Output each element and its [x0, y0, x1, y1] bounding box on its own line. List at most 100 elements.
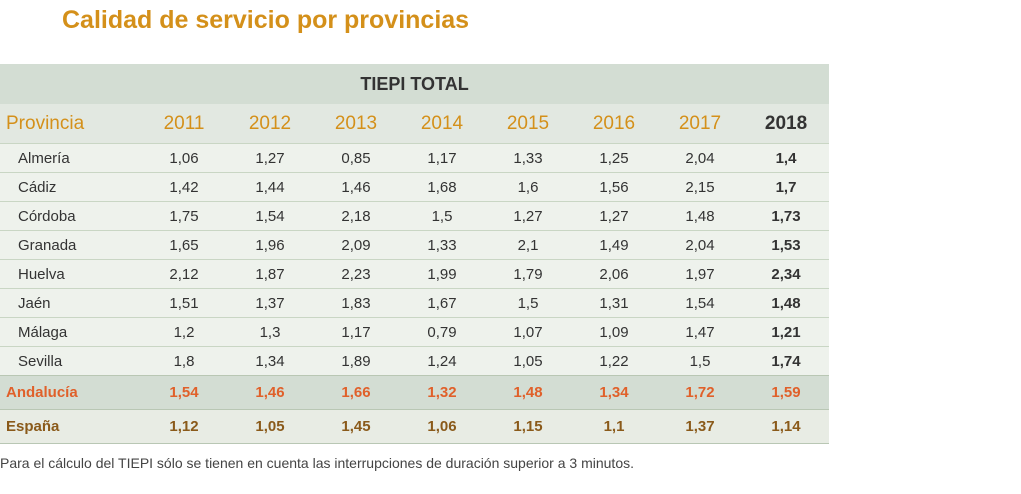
cell: 1,51 — [141, 288, 227, 318]
cell: 1,87 — [227, 259, 313, 289]
cell: 1,2 — [141, 317, 227, 347]
province-name: Cádiz — [0, 172, 141, 202]
province-name: Granada — [0, 230, 141, 260]
cell: 1,56 — [571, 172, 657, 202]
total-row: España 1,12 1,05 1,45 1,06 1,15 1,1 1,37 1,14 — [0, 409, 830, 444]
cell: 2,1 — [485, 230, 571, 260]
total-cell: 1,66 — [313, 375, 399, 410]
total-cell: 1,45 — [313, 409, 399, 444]
province-name: Huelva — [0, 259, 141, 289]
cell: 1,09 — [571, 317, 657, 347]
province-name: Almería — [0, 143, 141, 173]
column-header: Provincia — [0, 104, 141, 144]
cell: 1,17 — [313, 317, 399, 347]
cell: 1,99 — [399, 259, 485, 289]
total-cell: 1,32 — [399, 375, 485, 410]
column-header: 2013 — [313, 104, 399, 144]
total-cell: 1,59 — [743, 375, 830, 410]
cell: 1,06 — [141, 143, 227, 173]
cell: 1,48 — [743, 288, 830, 318]
cell: 1,24 — [399, 346, 485, 376]
table-row: Málaga 1,2 1,3 1,17 0,79 1,07 1,09 1,47 1,21 — [0, 317, 830, 347]
cell: 1,65 — [141, 230, 227, 260]
column-header: 2015 — [485, 104, 571, 144]
cell: 1,79 — [485, 259, 571, 289]
cell: 1,42 — [141, 172, 227, 202]
cell: 1,25 — [571, 143, 657, 173]
header-row: Provincia 2011 2012 2013 2014 2015 2016 2017 201… — [0, 104, 830, 144]
total-cell: 1,1 — [571, 409, 657, 444]
cell: 1,54 — [227, 201, 313, 231]
column-header: 2011 — [141, 104, 227, 144]
cell: 1,5 — [399, 201, 485, 231]
cell: 1,75 — [141, 201, 227, 231]
cell: 1,89 — [313, 346, 399, 376]
total-cell: 1,46 — [227, 375, 313, 410]
cell: 2,04 — [657, 230, 743, 260]
table-row: Huelva 2,12 1,87 2,23 1,99 1,79 2,06 1,97 2,34 — [0, 259, 830, 289]
column-header: 2014 — [399, 104, 485, 144]
cell: 1,6 — [485, 172, 571, 202]
cell: 1,07 — [485, 317, 571, 347]
cell: 1,97 — [657, 259, 743, 289]
data-table: TIEPI TOTAL Provincia 2011 2012 2013 2014 201… — [0, 64, 830, 444]
cell: 1,5 — [657, 346, 743, 376]
cell: 1,73 — [743, 201, 830, 231]
table-row: Jaén 1,51 1,37 1,83 1,67 1,5 1,31 1,54 1,48 — [0, 288, 830, 318]
province-name: Jaén — [0, 288, 141, 318]
cell: 1,21 — [743, 317, 830, 347]
group-header: TIEPI TOTAL — [0, 64, 830, 104]
group-header-row: TIEPI TOTAL — [0, 64, 830, 104]
title: Calidad de servicio por provincias — [62, 6, 470, 34]
column-header: 2012 — [227, 104, 313, 144]
cell: 2,09 — [313, 230, 399, 260]
cell: 1,46 — [313, 172, 399, 202]
total-cell: 1,05 — [227, 409, 313, 444]
cell: 1,44 — [227, 172, 313, 202]
total-row: Andalucía 1,54 1,46 1,66 1,32 1,48 1,34 1,72 1,5… — [0, 375, 830, 410]
cell: 1,17 — [399, 143, 485, 173]
province-name: Málaga — [0, 317, 141, 347]
cell: 1,31 — [571, 288, 657, 318]
cell: 1,53 — [743, 230, 830, 260]
cell: 1,54 — [657, 288, 743, 318]
total-name: Andalucía — [0, 375, 141, 410]
cell: 1,67 — [399, 288, 485, 318]
cell: 1,05 — [485, 346, 571, 376]
cell: 1,7 — [743, 172, 830, 202]
table-row: Córdoba 1,75 1,54 2,18 1,5 1,27 1,27 1,48 1,73 — [0, 201, 830, 231]
cell: 2,04 — [657, 143, 743, 173]
cell: 1,27 — [227, 143, 313, 173]
total-name: España — [0, 409, 141, 444]
cell: 1,4 — [743, 143, 830, 173]
cell: 1,22 — [571, 346, 657, 376]
table-row: Sevilla 1,8 1,34 1,89 1,24 1,05 1,22 1,5 1,74 — [0, 346, 830, 376]
cell: 2,23 — [313, 259, 399, 289]
cell: 2,06 — [571, 259, 657, 289]
cell: 1,37 — [227, 288, 313, 318]
total-cell: 1,06 — [399, 409, 485, 444]
cell: 1,68 — [399, 172, 485, 202]
total-cell: 1,34 — [571, 375, 657, 410]
total-cell: 1,72 — [657, 375, 743, 410]
cell: 1,8 — [141, 346, 227, 376]
province-name: Sevilla — [0, 346, 141, 376]
total-cell: 1,15 — [485, 409, 571, 444]
total-cell: 1,12 — [141, 409, 227, 444]
province-name: Córdoba — [0, 201, 141, 231]
cell: 1,3 — [227, 317, 313, 347]
table-row: Cádiz 1,42 1,44 1,46 1,68 1,6 1,56 2,15 1,7 — [0, 172, 830, 202]
column-header: 2017 — [657, 104, 743, 144]
total-cell: 1,14 — [743, 409, 830, 444]
cell: 1,27 — [485, 201, 571, 231]
column-header: 2016 — [571, 104, 657, 144]
cell: 1,83 — [313, 288, 399, 318]
cell: 2,12 — [141, 259, 227, 289]
cell: 2,34 — [743, 259, 830, 289]
total-cell: 1,48 — [485, 375, 571, 410]
cell: 2,18 — [313, 201, 399, 231]
cell: 1,96 — [227, 230, 313, 260]
cell: 1,33 — [485, 143, 571, 173]
total-cell: 1,54 — [141, 375, 227, 410]
